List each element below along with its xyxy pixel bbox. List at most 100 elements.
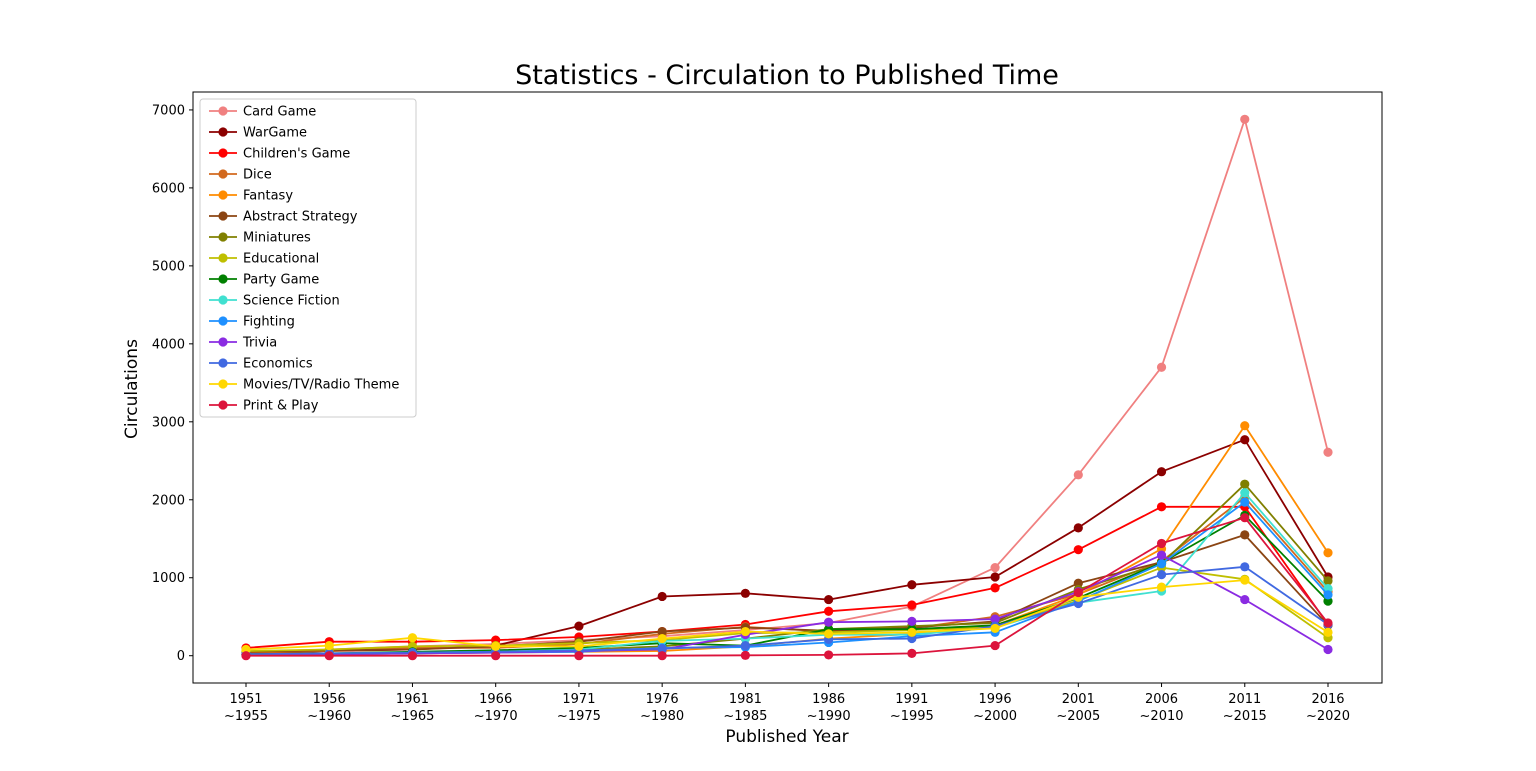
x-tick-label: 1991 ~1995 (890, 692, 934, 724)
data-point (1240, 479, 1250, 489)
legend-label: Miniatures (243, 231, 311, 246)
legend-label: Party Game (243, 273, 319, 288)
data-point (990, 640, 1000, 651)
data-point (1073, 470, 1083, 480)
series-1 (241, 435, 1333, 659)
data-point (657, 651, 667, 661)
data-point (1156, 582, 1167, 592)
legend-marker (218, 148, 228, 158)
legend-marker (218, 316, 228, 326)
y-tick-label: 7000 (152, 103, 185, 118)
legend-marker (218, 232, 228, 242)
data-point (990, 623, 1000, 634)
data-point (907, 616, 917, 627)
data-point (824, 617, 834, 627)
x-axis-title: Published Year (725, 727, 848, 747)
legend-label: Dice (243, 168, 272, 183)
data-point (407, 651, 418, 661)
legend-marker (218, 337, 228, 347)
data-point (1240, 435, 1250, 445)
data-point (824, 650, 834, 660)
legend-item: Fantasy (209, 189, 293, 204)
legend-item: Dice (209, 168, 272, 183)
legend-item: Print & Play (209, 399, 319, 414)
y-axis: 0 1000 2000 3000 4000 5000 6000 7000 (152, 103, 193, 664)
data-point (1240, 114, 1250, 124)
data-point (1240, 421, 1250, 431)
data-point (907, 580, 917, 590)
y-tick-label: 4000 (152, 337, 185, 352)
data-point (657, 644, 667, 654)
data-point (1156, 362, 1167, 372)
data-point (1240, 562, 1250, 572)
plot-area (241, 114, 1333, 661)
legend-item: Educational (209, 252, 319, 267)
legend-item: WarGame (209, 126, 307, 141)
series-line (245, 565, 1329, 656)
data-point (990, 583, 1000, 593)
x-tick-label: 1986 ~1990 (807, 692, 851, 724)
legend-item: Abstract Strategy (209, 210, 358, 225)
data-point (574, 641, 584, 651)
data-point (1240, 575, 1250, 585)
data-point (824, 629, 834, 639)
data-point (324, 651, 334, 661)
data-point (1323, 548, 1333, 558)
series-line (246, 516, 1329, 657)
data-point (907, 627, 917, 637)
legend: Card Game WarGame Children's Game Dice Fanta… (199, 98, 417, 418)
y-tick-label: 0 (177, 649, 185, 664)
data-point (657, 591, 667, 602)
data-point (1323, 576, 1333, 586)
legend-item: Party Game (209, 273, 319, 288)
data-point (1073, 587, 1083, 598)
data-point (990, 614, 1000, 624)
data-point (491, 641, 501, 651)
legend-item: Movies/TV/Radio Theme (209, 378, 399, 393)
legend-item: Science Fiction (209, 294, 340, 309)
legend-marker (218, 358, 228, 368)
legend-marker (218, 127, 228, 137)
data-point (324, 640, 334, 651)
legend-item: Miniatures (209, 231, 311, 246)
y-tick-label: 2000 (152, 493, 185, 508)
data-point (1240, 513, 1250, 523)
data-point (990, 572, 1000, 582)
x-tick-label: 1981 ~1985 (723, 692, 767, 724)
data-point (407, 633, 418, 643)
x-tick-label: 2011 ~2015 (1223, 692, 1267, 724)
y-axis-title: Circulations (122, 339, 142, 439)
chart-title: Statistics - Circulation to Published Ti… (515, 60, 1059, 91)
legend-marker (218, 379, 228, 389)
legend-label: Economics (243, 357, 313, 372)
legend-marker (218, 190, 228, 200)
data-point (824, 594, 834, 605)
data-point (1156, 502, 1167, 512)
data-point (1240, 488, 1250, 498)
legend-label: Fantasy (243, 189, 293, 204)
x-tick-label: 2001 ~2005 (1056, 692, 1100, 724)
legend-marker (218, 211, 228, 221)
legend-marker (218, 253, 228, 263)
data-point (1323, 644, 1333, 655)
series-line (245, 424, 1329, 656)
x-tick-label: 1951 ~1955 (224, 692, 268, 724)
data-point (1156, 570, 1167, 580)
data-point (1156, 467, 1167, 477)
series-14 (241, 513, 1333, 661)
data-point (1240, 594, 1250, 605)
x-tick-label: 2016 ~2020 (1306, 692, 1350, 724)
legend-marker (218, 295, 228, 305)
data-point (657, 633, 667, 644)
data-point (241, 651, 251, 661)
plot-frame (192, 91, 1383, 684)
legend-label: WarGame (243, 126, 307, 141)
legend-label: Movies/TV/Radio Theme (243, 378, 399, 393)
data-point (1156, 538, 1167, 549)
data-point (574, 621, 584, 631)
data-point (1240, 530, 1250, 540)
legend-label: Science Fiction (243, 294, 340, 309)
y-tick-label: 1000 (152, 571, 185, 586)
x-tick-label: 1966 ~1970 (474, 692, 518, 724)
